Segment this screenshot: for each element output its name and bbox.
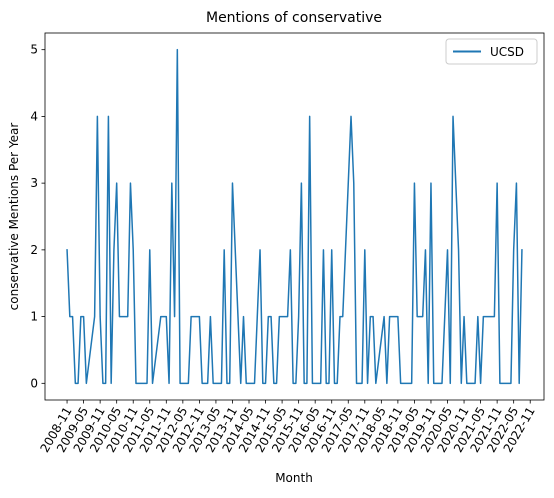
y-tick-label: 2: [30, 243, 38, 257]
y-axis-ticks: 0 1 2 3 4 5: [30, 43, 45, 390]
y-tick-label: 4: [30, 109, 38, 123]
legend-box: [445, 38, 538, 65]
series-line-ucsd: [66, 48, 523, 385]
y-tick-label: 1: [30, 310, 38, 324]
plot-area-frame: [44, 32, 545, 401]
x-axis-label: Month: [275, 471, 313, 485]
y-tick-label: 3: [30, 176, 38, 190]
series-layer: [66, 48, 523, 385]
legend-label-ucsd: UCSD: [490, 45, 524, 59]
legend: UCSD: [445, 38, 538, 65]
y-tick-label: 5: [30, 43, 38, 57]
chart-title: Mentions of conservative: [206, 10, 382, 26]
y-tick-label: 0: [30, 376, 38, 390]
y-axis-label: conservative Mentions Per Year: [7, 123, 21, 311]
